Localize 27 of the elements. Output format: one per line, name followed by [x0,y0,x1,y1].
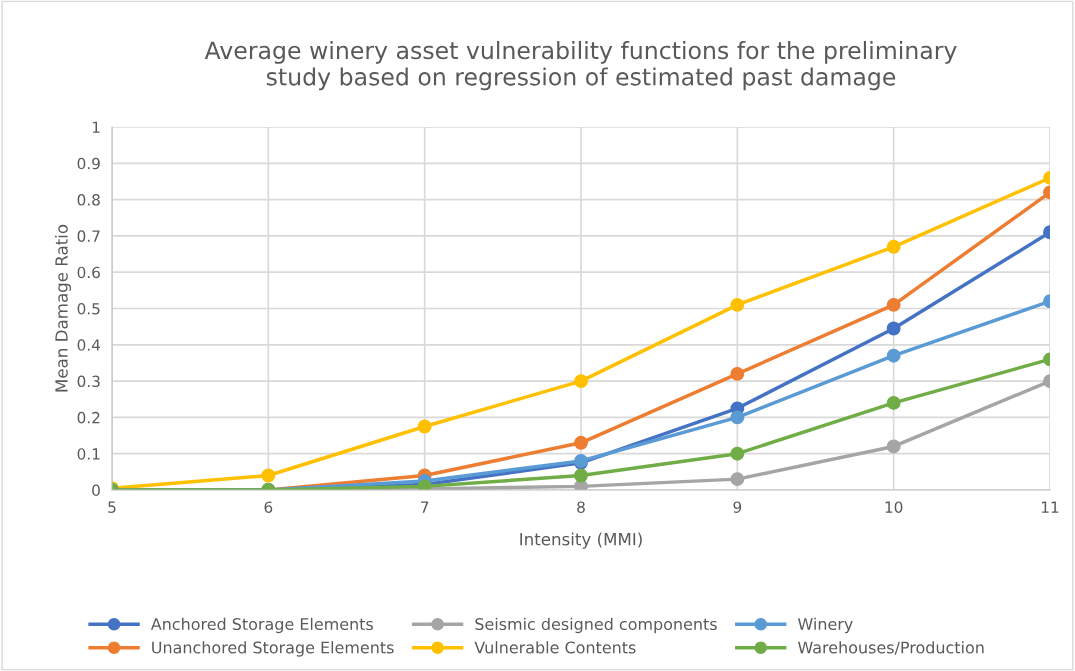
legend-label: Unanchored Storage Elements [152,641,394,657]
y-tick-label: 0.2 [77,411,100,424]
legend-label: Winery [798,617,853,634]
legend-label: Anchored Storage Elements [150,617,373,634]
x-axis-title: Intensity (MMI) [520,532,642,549]
x-tick-label: 7 [421,501,429,513]
y-tick-label: 1 [92,121,100,133]
x-tick-label: 10 [885,501,903,513]
y-tick-label: 0.5 [77,302,100,315]
y-tick-label: 0.4 [77,339,101,351]
y-tick-label: 0.3 [77,375,100,388]
x-tick-label: 11 [1041,501,1059,513]
y-tick-label: 0.9 [77,157,100,170]
x-tick-label: 8 [577,501,585,513]
legend-label: Warehouses/Production [798,641,984,655]
x-tick-label: 6 [264,501,273,513]
y-tick-label: 0 [92,484,100,497]
y-axis-title: Mean Damage Ratio [54,224,72,392]
y-tick-label: 0.8 [77,194,100,206]
y-tick-label: 0.6 [77,266,100,279]
legend-label: Vulnerable Contents [474,641,636,654]
legend-label: Seismic designed components [475,617,717,634]
y-tick-label: 0.1 [77,448,100,460]
chart-title: Average winery asset vulnerability functions for the preliminary study based on regression of estimated past damage [204,40,957,91]
x-tick-label: 5 [108,501,116,513]
y-tick-label: 0.7 [77,230,100,242]
x-tick-label: 9 [733,501,742,513]
